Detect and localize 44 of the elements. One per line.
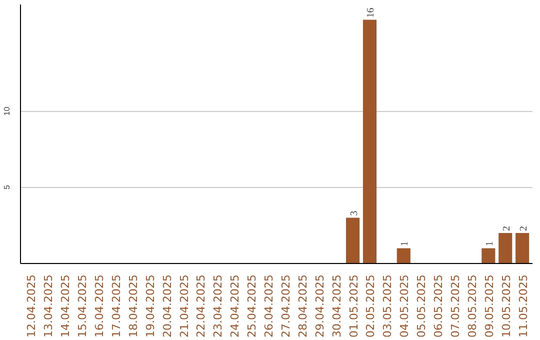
data-label: 2 [518, 226, 530, 232]
x-tick-label: 04.05.2025 [398, 274, 412, 338]
x-tick-label: 05.05.2025 [415, 274, 428, 338]
x-tick-label: 11.05.2025 [516, 274, 530, 338]
x-tick-label: 23.04.2025 [212, 274, 225, 338]
x-tick-label: 24.04.2025 [228, 274, 242, 338]
x-tick-label: 06.05.2025 [432, 274, 446, 338]
x-tick-label: 07.05.2025 [449, 274, 462, 338]
y-tick-label: 10 [2, 106, 12, 116]
data-label: 1 [484, 241, 496, 246]
x-tick-label: 01.05.2025 [347, 274, 360, 338]
x-tick-label: 20.04.2025 [160, 274, 174, 338]
x-tick-label: 19.04.2025 [144, 274, 157, 338]
bar [346, 218, 360, 264]
bar [498, 233, 512, 264]
x-tick-label: 27.04.2025 [279, 274, 292, 338]
x-tick-label: 13.04.2025 [42, 274, 56, 338]
x-tick-label: 02.05.2025 [364, 274, 378, 338]
x-tick-label: 21.04.2025 [178, 274, 191, 338]
x-tick-label: 28.04.2025 [296, 274, 310, 338]
data-label: 3 [348, 210, 360, 216]
x-tick-label: 26.04.2025 [262, 274, 276, 338]
x-tick-label: 22.04.2025 [194, 274, 208, 338]
x-tick-label: 03.05.2025 [381, 274, 394, 338]
x-tick-label: 17.04.2025 [110, 274, 123, 338]
x-tick-label: 18.04.2025 [126, 274, 140, 338]
bar [516, 233, 530, 264]
x-tick-label: 15.04.2025 [76, 274, 90, 338]
data-label: 1 [400, 241, 411, 246]
bar [362, 20, 377, 264]
x-tick-label: 14.04.2025 [59, 274, 72, 338]
data-label: 16 [366, 8, 377, 18]
y-tick-label: 5 [2, 184, 12, 190]
data-label: 2 [501, 226, 512, 232]
x-tick-label: 09.05.2025 [482, 274, 496, 338]
x-tick-label: 29.04.2025 [313, 274, 326, 338]
x-tick-label: 10.05.2025 [500, 274, 513, 338]
x-tick-label: 12.04.2025 [25, 274, 38, 338]
x-tick-label: 16.04.2025 [92, 274, 106, 338]
x-tick-label: 30.04.2025 [330, 274, 344, 338]
bar [482, 248, 496, 264]
bar [396, 248, 410, 264]
x-tick-label: 25.04.2025 [246, 274, 259, 338]
x-tick-label: 08.05.2025 [466, 274, 479, 338]
